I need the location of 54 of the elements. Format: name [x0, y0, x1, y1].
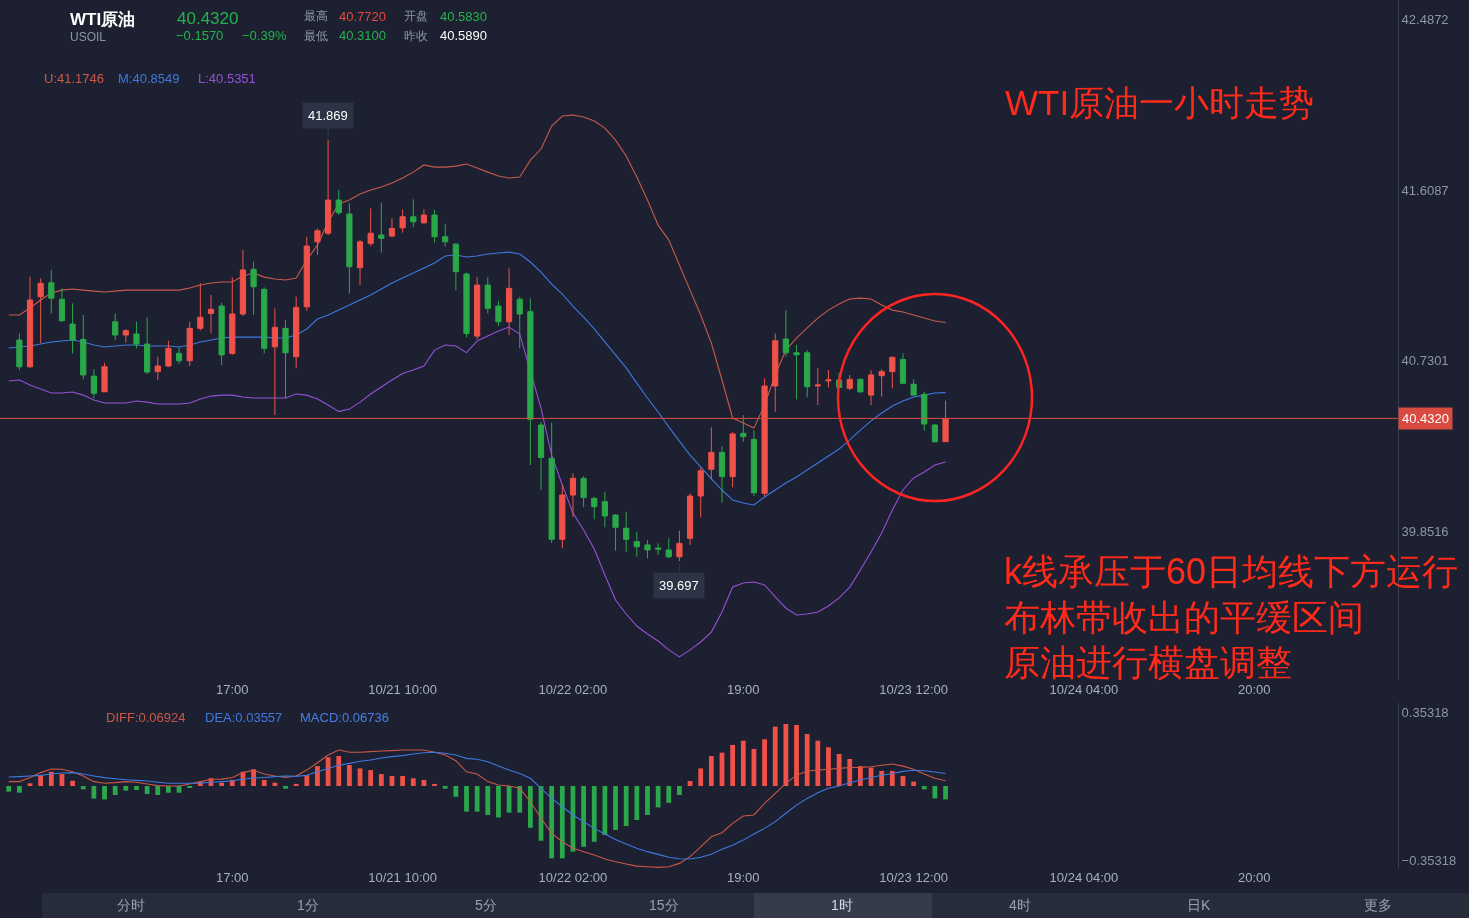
x-tick-label: 10/23 12:00 [879, 682, 948, 697]
text: DIFF:0.06924 [106, 710, 186, 725]
text: 日K [1187, 897, 1211, 913]
annotation: 布林带收出的平缓区间 [1004, 597, 1364, 638]
x-tick-label: 10/21 10:00 [368, 870, 437, 885]
ref-line-label: 40.4320 [1402, 411, 1449, 426]
x-tick-label: 10/24 04:00 [1049, 870, 1119, 885]
annotation: 40.5830 [440, 9, 487, 24]
annotation: WTI原油 [70, 10, 136, 29]
x-tick-label: 10/22 02:00 [538, 682, 608, 697]
text: 1时 [831, 897, 853, 913]
annotation: 最高 [304, 9, 328, 23]
y-tick-label: 0.35318 [1401, 704, 1449, 720]
annotation: 最低 [304, 29, 328, 43]
text: 5分 [475, 897, 497, 913]
text: 1分 [297, 897, 319, 913]
annotation: k线承压于60日均线下方运行 [1004, 551, 1459, 592]
text: L:40.5351 [198, 71, 256, 86]
annotation: 40.5890 [440, 28, 487, 43]
annotation: 40.7720 [339, 9, 386, 24]
text: WTI原油一小时走势 [1005, 83, 1315, 123]
annotation: USOIL [70, 30, 107, 44]
y-tick-label: 41.6087 [1401, 182, 1449, 198]
x-tick-label: 20:00 [1238, 682, 1271, 697]
annotation: 原油进行横盘调整 [1004, 642, 1292, 683]
annotation: 39.697 [659, 578, 699, 593]
text: U:41.1746 [44, 71, 104, 86]
text: DEA:0.03557 [205, 710, 283, 725]
x-tick-label: 10/24 04:00 [1049, 682, 1119, 697]
y-tick-label: 39.8516 [1401, 523, 1449, 539]
x-tick-label: 10/23 12:00 [879, 870, 948, 885]
annotation: 昨收 [404, 29, 428, 43]
x-tick-label: 19:00 [727, 682, 760, 697]
text: 4时 [1009, 897, 1031, 913]
x-tick-label: 19:00 [727, 870, 760, 885]
x-tick-label: 10/22 02:00 [538, 870, 608, 885]
annotation: 40.3100 [339, 28, 386, 43]
y-tick-label: 42.4872 [1401, 12, 1449, 28]
y-tick-label: −0.35318 [1401, 852, 1457, 868]
annotation: −0.1570 [176, 28, 224, 43]
x-tick-label: 17:00 [216, 682, 249, 697]
x-tick-label: 10/21 10:00 [368, 682, 437, 697]
text: 分时 [117, 897, 145, 913]
text: M:40.8549 [118, 71, 180, 86]
annotation: 40.4320 [177, 9, 239, 28]
x-tick-label: 17:00 [216, 870, 249, 885]
text: 更多 [1364, 897, 1392, 913]
x-tick-label: 20:00 [1238, 870, 1271, 885]
y-tick-label: 40.7301 [1401, 353, 1449, 369]
annotation: MACD:0.06736 [300, 710, 389, 725]
annotation: 开盘 [404, 9, 428, 23]
text: 15分 [649, 897, 679, 913]
annotation: −0.39% [242, 28, 287, 43]
annotation: 41.869 [308, 108, 348, 123]
